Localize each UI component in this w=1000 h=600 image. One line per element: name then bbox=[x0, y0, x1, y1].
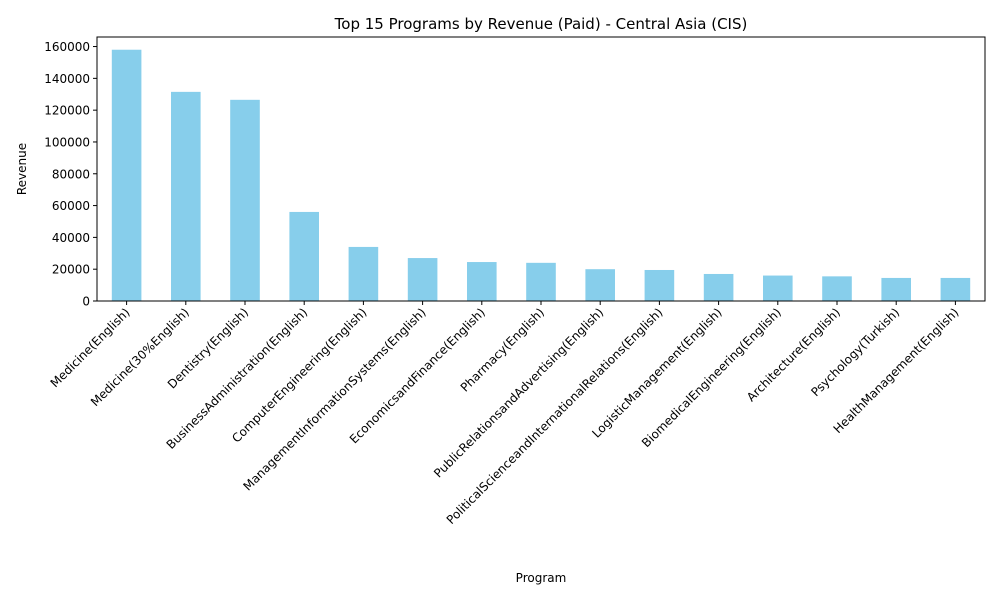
y-tick-label: 60000 bbox=[52, 199, 90, 213]
x-tick-label: PoliticalScienceandInternationalRelation… bbox=[444, 305, 666, 527]
bar-4 bbox=[289, 211, 319, 301]
y-tick-label: 100000 bbox=[44, 135, 90, 149]
bars-group bbox=[111, 49, 971, 302]
x-tick-label: HealthManagement(English) bbox=[831, 305, 962, 436]
bar-8 bbox=[526, 262, 556, 301]
y-axis-label: Revenue bbox=[15, 143, 29, 195]
bar-12 bbox=[763, 275, 793, 301]
y-tick-label: 120000 bbox=[44, 104, 90, 118]
x-axis-label: Program bbox=[516, 571, 567, 585]
y-tick-label: 80000 bbox=[52, 167, 90, 181]
bar-3 bbox=[230, 99, 260, 301]
y-tick-label: 160000 bbox=[44, 40, 90, 54]
bar-5 bbox=[348, 246, 379, 301]
plot-frame bbox=[96, 36, 986, 302]
bar-15 bbox=[940, 277, 971, 301]
x-tick-label: LogisticManagement(English) bbox=[589, 305, 724, 440]
bar-6 bbox=[407, 258, 438, 301]
bar-13 bbox=[822, 276, 852, 301]
bar-14 bbox=[881, 277, 911, 301]
bar-10 bbox=[644, 269, 675, 301]
y-tick-label: 140000 bbox=[44, 72, 90, 86]
y-tick-label: 40000 bbox=[52, 231, 90, 245]
bar-9 bbox=[585, 269, 615, 301]
y-axis: 0 20000 40000 60000 80000 100000 120000 140000 1… bbox=[44, 40, 97, 309]
bar-7 bbox=[467, 262, 497, 301]
bar-2 bbox=[171, 91, 201, 302]
y-tick-label: 0 bbox=[82, 295, 90, 309]
x-axis: Medicine(English)Medicine(30%English)Den… bbox=[48, 301, 962, 527]
bar-11 bbox=[703, 273, 734, 301]
chart-title: Top 15 Programs by Revenue (Paid) - Cent… bbox=[334, 15, 748, 33]
y-tick-label: 20000 bbox=[52, 263, 90, 277]
bar-1 bbox=[111, 49, 142, 301]
x-tick-label: Medicine(30%English) bbox=[88, 305, 192, 409]
